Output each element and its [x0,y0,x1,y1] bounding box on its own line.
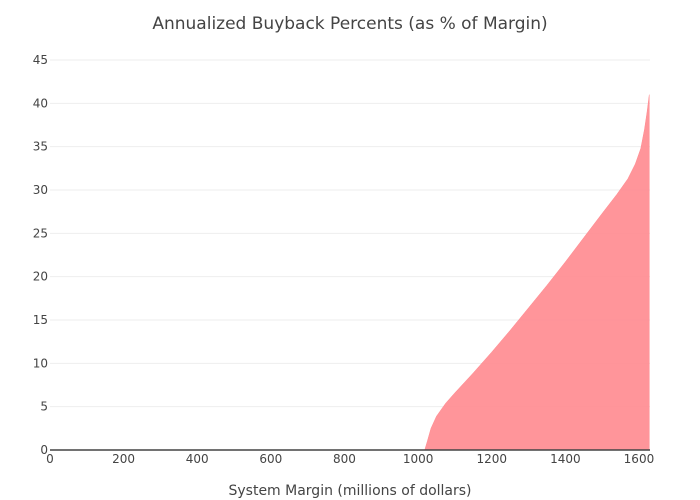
x-tick-label: 1200 [476,452,507,466]
x-tick-label: 1600 [624,452,655,466]
chart-title: Annualized Buyback Percents (as % of Mar… [152,14,547,34]
x-axis-title: System Margin (millions of dollars) [228,483,471,499]
y-tick-label: 15 [33,313,48,327]
y-tick-label: 10 [33,356,48,370]
x-tick-label: 1400 [550,452,581,466]
y-tick-label: 25 [33,226,48,240]
y-tick-label: 0 [40,443,48,457]
y-tick-label: 30 [33,183,48,197]
x-tick-label: 0 [46,452,54,466]
x-tick-label: 1000 [403,452,434,466]
x-tick-label: 200 [112,452,135,466]
y-tick-label: 35 [33,140,48,154]
area-series [50,94,650,451]
y-tick-label: 45 [33,53,48,67]
y-tick-label: 20 [33,270,48,284]
x-tick-label: 600 [259,452,282,466]
y-tick-label: 5 [40,400,48,414]
x-tick-label: 800 [333,452,356,466]
y-tick-label: 40 [33,96,48,110]
x-tick-label: 400 [186,452,209,466]
